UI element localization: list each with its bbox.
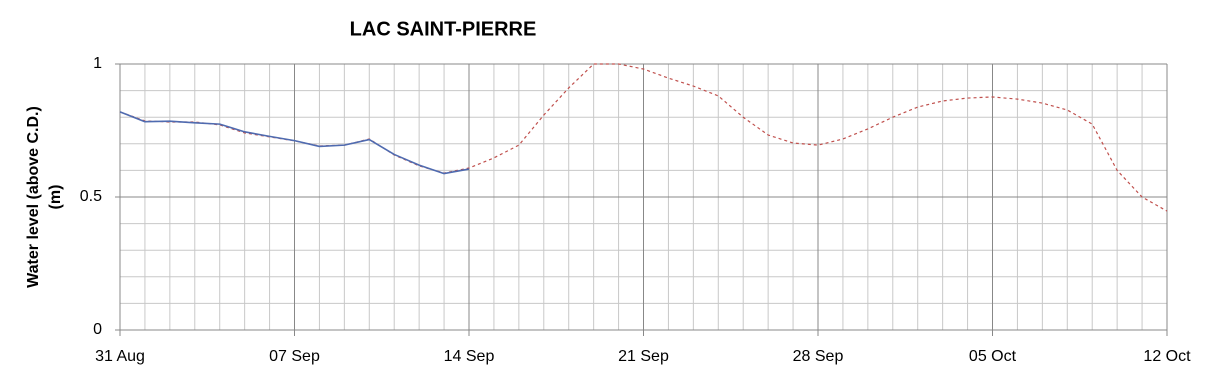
series-line [119,63,1168,212]
x-tick-label: 21 Sep [618,348,669,365]
y-tick-label: 1 [93,55,102,72]
y-label-line: (m) [47,185,64,210]
x-tick-label: 28 Sep [793,348,844,365]
x-tick-label: 12 Oct [1143,348,1191,365]
x-tick-label: 14 Sep [444,348,495,365]
chart-title: LAC SAINT-PIERRE [350,18,537,40]
y-tick-label: 0.5 [80,188,102,205]
y-axis-label: Water level (above C.D.) (m) [25,106,64,288]
x-tick-label: 31 Aug [95,348,145,365]
x-tick-label: 05 Oct [969,348,1017,365]
x-tick-label: 07 Sep [269,348,320,365]
y-label-line: Water level (above C.D.) [25,106,42,288]
y-tick-label: 0 [93,321,102,338]
series-line [119,111,470,175]
